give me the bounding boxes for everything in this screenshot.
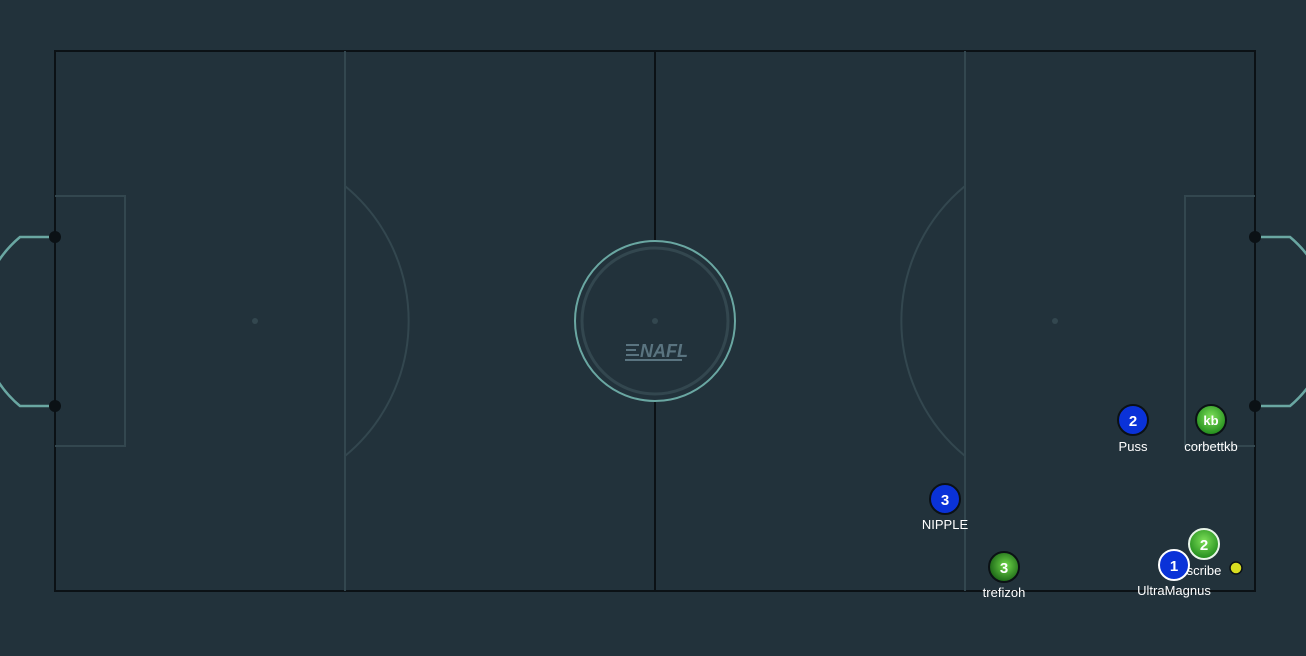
right-goal [1249,231,1306,412]
player-nipple[interactable]: 3 NIPPLE [922,483,969,532]
left-goal [0,231,61,412]
right-goal-post-bottom [1249,400,1261,412]
player-number: kb [1203,413,1218,428]
left-spot [252,318,258,324]
player-number: 2 [1129,413,1137,430]
player-number: 3 [941,492,949,509]
left-penalty-box [55,195,126,447]
player-name: corbettkb [1184,439,1237,454]
player-name: scribe [1187,563,1222,578]
player-corbettkb[interactable]: kb corbettkb [1184,404,1238,454]
player-scribe[interactable]: 2 scribe [1187,528,1222,578]
player-ultramagnus[interactable]: 1 UltraMagnus [1137,549,1211,598]
center-circle-inner [580,246,730,396]
player-number: 2 [1200,537,1208,554]
center-circle-outer [574,240,736,402]
player-number: 1 [1170,558,1178,575]
right-arc [900,185,966,457]
player-puss[interactable]: 2 Puss [1117,404,1149,454]
right-goal-post-top [1249,231,1261,243]
left-goal-post-top [49,231,61,243]
left-goal-post-bottom [49,400,61,412]
right-spot [1052,318,1058,324]
logo-text: NAFL [640,341,688,361]
player-number: 3 [1000,560,1008,577]
player-name: UltraMagnus [1137,583,1211,598]
player-name: trefizoh [983,585,1026,600]
league-logo: NAFL [625,341,688,361]
left-arc [344,185,410,457]
player-name: Puss [1119,439,1148,454]
center-spot [652,318,658,324]
player-name: NIPPLE [922,517,969,532]
right-penalty-box [1184,195,1255,447]
ball-icon[interactable] [1229,561,1243,575]
player-trefizoh[interactable]: 3 trefizoh [983,551,1026,600]
